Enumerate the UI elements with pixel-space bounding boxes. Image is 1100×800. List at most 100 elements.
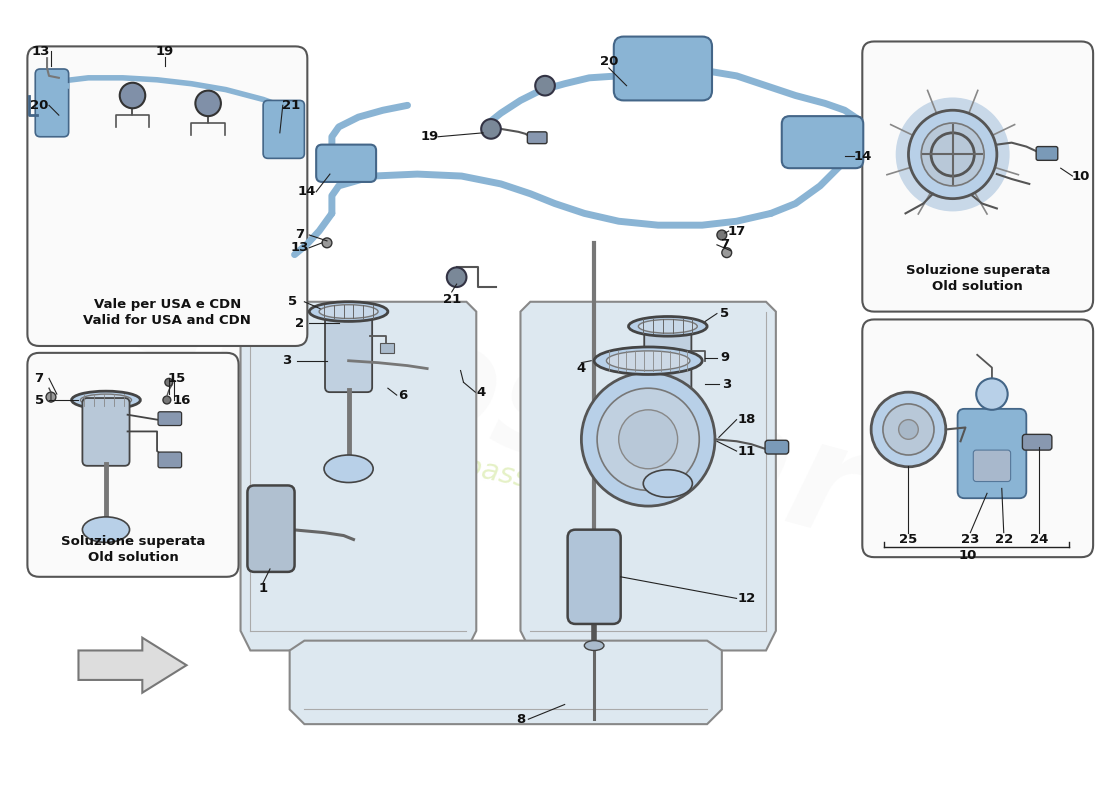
Text: 2: 2 <box>295 317 304 330</box>
Circle shape <box>163 396 170 404</box>
FancyBboxPatch shape <box>82 398 130 466</box>
Polygon shape <box>78 638 187 693</box>
FancyBboxPatch shape <box>158 452 182 468</box>
FancyBboxPatch shape <box>248 486 295 572</box>
Text: 7: 7 <box>295 229 304 242</box>
Text: 12: 12 <box>737 592 756 605</box>
Ellipse shape <box>72 391 141 409</box>
Text: 20: 20 <box>30 99 48 112</box>
Text: 7: 7 <box>34 372 44 385</box>
FancyBboxPatch shape <box>28 46 307 346</box>
Text: 21: 21 <box>442 294 461 306</box>
Text: 23: 23 <box>961 533 979 546</box>
Ellipse shape <box>638 319 697 334</box>
Text: 10: 10 <box>958 549 977 562</box>
Text: Old solution: Old solution <box>88 550 178 564</box>
Ellipse shape <box>584 641 604 650</box>
Text: 21: 21 <box>283 99 300 112</box>
Circle shape <box>717 230 727 240</box>
Text: 18: 18 <box>737 413 756 426</box>
Circle shape <box>618 410 678 469</box>
Text: 3: 3 <box>282 354 292 367</box>
FancyBboxPatch shape <box>782 116 864 168</box>
Circle shape <box>871 392 946 466</box>
Circle shape <box>899 420 918 439</box>
Text: 25: 25 <box>900 533 917 546</box>
Text: 24: 24 <box>1030 533 1048 546</box>
Bar <box>379 343 394 353</box>
Ellipse shape <box>80 394 132 406</box>
Circle shape <box>976 378 1008 410</box>
Text: 3: 3 <box>722 378 732 390</box>
Text: eurospar: eurospar <box>99 228 883 572</box>
Text: 16: 16 <box>173 394 190 406</box>
FancyBboxPatch shape <box>862 42 1093 311</box>
FancyBboxPatch shape <box>316 145 376 182</box>
Circle shape <box>120 82 145 108</box>
FancyBboxPatch shape <box>263 101 305 158</box>
Text: 5: 5 <box>34 394 44 406</box>
Text: 11: 11 <box>737 445 756 458</box>
Text: 7: 7 <box>720 238 729 251</box>
FancyBboxPatch shape <box>766 440 789 454</box>
Text: Vale per USA e CDN: Vale per USA e CDN <box>94 298 241 311</box>
Polygon shape <box>289 641 722 724</box>
Text: a passion for parts: a passion for parts <box>433 446 705 530</box>
Ellipse shape <box>309 302 388 322</box>
FancyBboxPatch shape <box>974 450 1011 482</box>
Text: 5: 5 <box>288 295 297 308</box>
FancyBboxPatch shape <box>324 310 372 392</box>
Text: 4: 4 <box>576 362 586 375</box>
Circle shape <box>165 378 173 386</box>
Circle shape <box>322 238 332 248</box>
Circle shape <box>597 388 700 490</box>
Ellipse shape <box>644 470 692 498</box>
Ellipse shape <box>319 305 378 318</box>
Text: 9: 9 <box>720 351 729 364</box>
Circle shape <box>447 267 466 287</box>
FancyBboxPatch shape <box>527 132 547 144</box>
Text: 19: 19 <box>421 130 439 143</box>
Circle shape <box>883 404 934 455</box>
Ellipse shape <box>606 351 690 370</box>
Ellipse shape <box>324 455 373 482</box>
Text: 17: 17 <box>727 225 746 238</box>
Text: 13: 13 <box>290 242 309 254</box>
FancyBboxPatch shape <box>1022 434 1052 450</box>
Text: 14: 14 <box>854 150 871 163</box>
Circle shape <box>582 373 715 506</box>
Text: 8: 8 <box>516 713 525 726</box>
Circle shape <box>909 110 997 198</box>
Text: Soluzione superata: Soluzione superata <box>905 264 1049 277</box>
Text: 19: 19 <box>156 45 174 58</box>
Text: 5: 5 <box>720 307 729 320</box>
Text: 22: 22 <box>994 533 1013 546</box>
Text: 4: 4 <box>476 386 486 398</box>
Circle shape <box>196 90 221 116</box>
Circle shape <box>46 392 56 402</box>
FancyBboxPatch shape <box>958 409 1026 498</box>
Polygon shape <box>241 302 476 650</box>
Ellipse shape <box>594 347 702 374</box>
Text: 20: 20 <box>600 54 618 68</box>
Text: 10: 10 <box>1071 170 1089 182</box>
FancyBboxPatch shape <box>862 319 1093 557</box>
Text: Old solution: Old solution <box>933 279 1023 293</box>
Polygon shape <box>520 302 776 650</box>
Text: 6: 6 <box>398 389 407 402</box>
Circle shape <box>536 76 554 95</box>
Ellipse shape <box>82 517 130 542</box>
Ellipse shape <box>628 317 707 336</box>
Text: 13: 13 <box>32 45 51 58</box>
Text: since 1984: since 1984 <box>541 496 657 539</box>
FancyBboxPatch shape <box>35 69 68 137</box>
FancyBboxPatch shape <box>645 324 692 407</box>
FancyBboxPatch shape <box>614 37 712 101</box>
Circle shape <box>895 98 1010 211</box>
FancyBboxPatch shape <box>568 530 620 624</box>
Circle shape <box>921 123 984 186</box>
Circle shape <box>722 248 732 258</box>
Text: 15: 15 <box>167 372 186 385</box>
FancyBboxPatch shape <box>158 412 182 426</box>
Circle shape <box>481 119 500 138</box>
